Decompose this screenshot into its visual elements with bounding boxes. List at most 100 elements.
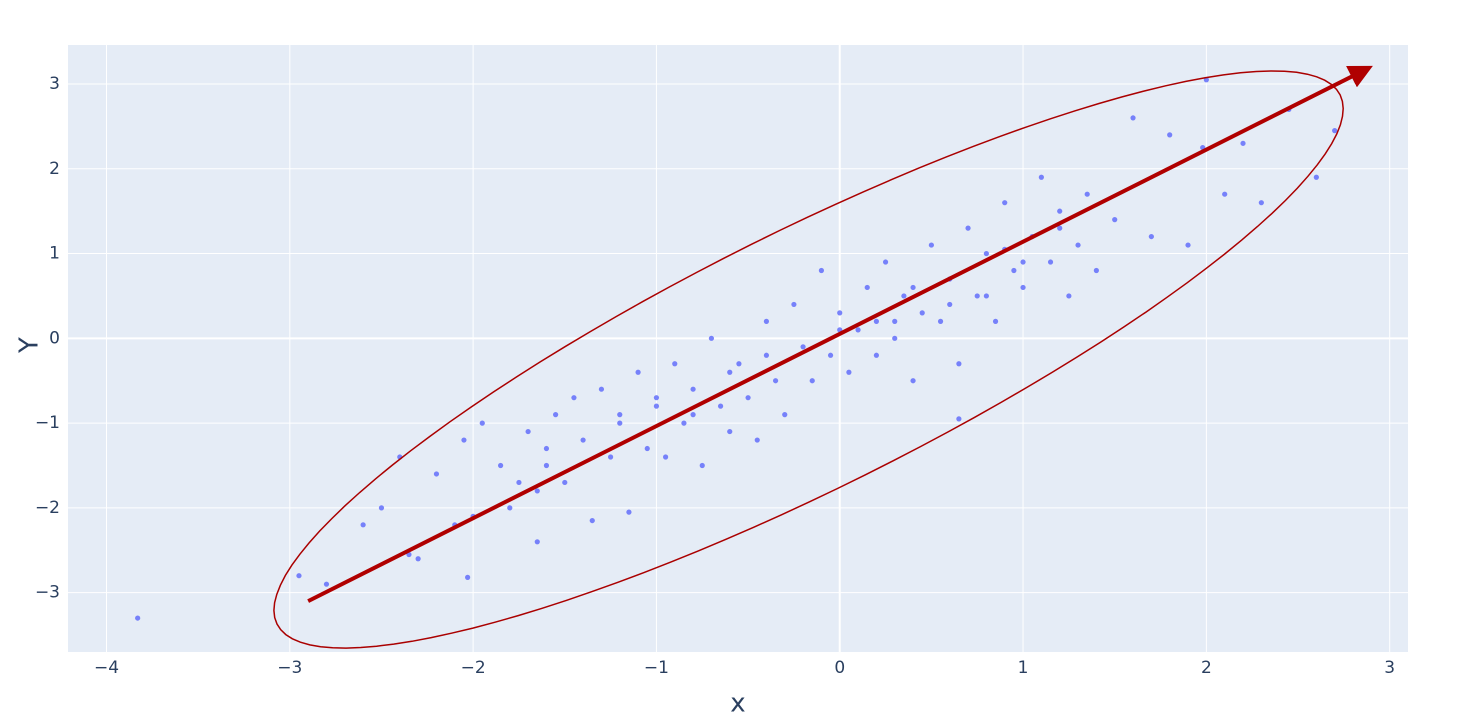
point bbox=[855, 327, 861, 333]
point bbox=[947, 301, 953, 308]
point bbox=[1222, 191, 1228, 197]
point bbox=[699, 462, 705, 469]
point bbox=[882, 259, 889, 265]
point bbox=[800, 344, 806, 350]
point bbox=[1057, 225, 1063, 231]
point bbox=[983, 293, 989, 299]
point bbox=[1148, 233, 1154, 240]
point bbox=[1002, 200, 1008, 206]
point bbox=[562, 479, 568, 486]
point bbox=[873, 318, 879, 324]
point bbox=[433, 471, 440, 477]
point bbox=[727, 428, 733, 435]
point bbox=[818, 267, 825, 274]
point bbox=[846, 369, 852, 375]
point bbox=[1047, 259, 1054, 265]
point bbox=[553, 412, 559, 418]
point bbox=[644, 445, 650, 452]
point bbox=[672, 361, 678, 367]
point bbox=[910, 378, 916, 384]
point bbox=[956, 361, 962, 367]
point bbox=[1130, 115, 1136, 121]
point bbox=[892, 335, 898, 341]
point bbox=[461, 437, 467, 443]
point bbox=[1258, 200, 1264, 206]
point bbox=[727, 369, 733, 375]
point bbox=[525, 428, 531, 435]
point bbox=[910, 284, 916, 291]
point bbox=[1020, 284, 1026, 291]
point bbox=[1093, 267, 1099, 274]
point bbox=[965, 225, 971, 231]
x-tick-label: −1 bbox=[644, 658, 669, 678]
point bbox=[681, 420, 687, 426]
point bbox=[1313, 174, 1319, 180]
point bbox=[598, 386, 605, 392]
point bbox=[662, 454, 669, 460]
ellipse bbox=[273, 70, 1344, 649]
point bbox=[892, 318, 898, 324]
x-tick-label: −2 bbox=[461, 658, 486, 678]
point bbox=[992, 318, 999, 324]
point bbox=[498, 462, 504, 469]
point bbox=[617, 412, 623, 418]
y-tick-label: 3 bbox=[49, 74, 60, 94]
point bbox=[745, 395, 751, 401]
point bbox=[1066, 293, 1072, 299]
point bbox=[378, 505, 385, 511]
point bbox=[1075, 242, 1081, 248]
point bbox=[543, 462, 550, 469]
point bbox=[1112, 217, 1118, 223]
point bbox=[782, 412, 788, 418]
point bbox=[837, 310, 843, 316]
point bbox=[809, 378, 815, 384]
y-tick-label: −2 bbox=[35, 498, 60, 518]
point bbox=[617, 420, 623, 426]
x-tick-label: −3 bbox=[277, 658, 302, 678]
point bbox=[589, 517, 595, 524]
point bbox=[873, 352, 879, 358]
point bbox=[983, 250, 989, 257]
x-tick-label: −4 bbox=[94, 658, 119, 678]
point bbox=[772, 378, 779, 384]
point bbox=[708, 335, 715, 341]
point bbox=[919, 310, 925, 316]
point bbox=[479, 420, 485, 426]
point bbox=[1038, 174, 1044, 180]
x-tick-label: 3 bbox=[1384, 658, 1395, 678]
point bbox=[415, 556, 421, 562]
point bbox=[937, 318, 944, 324]
point bbox=[1084, 191, 1090, 197]
point bbox=[534, 488, 540, 494]
point bbox=[635, 369, 641, 375]
point bbox=[864, 284, 870, 291]
point bbox=[1240, 140, 1246, 146]
point bbox=[827, 352, 834, 358]
point bbox=[516, 479, 522, 486]
arrow bbox=[307, 65, 1373, 603]
x-tick-label: 1 bbox=[1018, 658, 1029, 678]
point bbox=[901, 293, 907, 299]
point bbox=[1332, 128, 1338, 134]
plot-area bbox=[68, 45, 1408, 652]
point bbox=[360, 522, 366, 528]
point bbox=[135, 615, 141, 621]
y-tick-label: −1 bbox=[35, 413, 60, 433]
point bbox=[543, 445, 550, 452]
y-tick-label: 1 bbox=[49, 244, 60, 264]
point bbox=[754, 437, 760, 443]
point bbox=[653, 403, 660, 409]
x-tick-label: 0 bbox=[834, 658, 845, 678]
point bbox=[1011, 267, 1017, 274]
point bbox=[928, 242, 934, 248]
point bbox=[323, 581, 330, 587]
point bbox=[690, 386, 696, 392]
point bbox=[607, 454, 614, 460]
point bbox=[1057, 208, 1063, 214]
point bbox=[1020, 259, 1026, 265]
point bbox=[690, 412, 696, 418]
point bbox=[974, 293, 980, 299]
point bbox=[717, 403, 724, 409]
point bbox=[534, 539, 540, 545]
